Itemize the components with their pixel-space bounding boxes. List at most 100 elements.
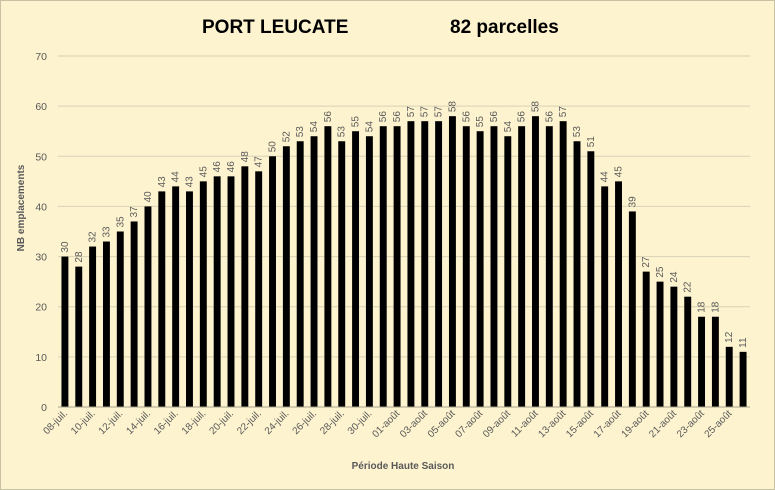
bar bbox=[241, 166, 249, 407]
x-tick-label: 23-août bbox=[675, 408, 707, 440]
bar bbox=[352, 131, 360, 407]
data-label: 22 bbox=[683, 281, 694, 293]
y-tick-label: 60 bbox=[35, 101, 47, 113]
bar bbox=[89, 246, 97, 407]
x-axis-title: Période Haute Saison bbox=[352, 461, 455, 472]
data-label: 12 bbox=[724, 331, 735, 343]
data-label: 58 bbox=[530, 101, 541, 113]
data-label: 11 bbox=[738, 337, 749, 348]
data-label: 27 bbox=[641, 256, 652, 268]
bar bbox=[587, 151, 595, 407]
y-tick-label: 30 bbox=[35, 252, 47, 264]
bar bbox=[324, 126, 332, 407]
data-label: 28 bbox=[74, 251, 85, 263]
data-label: 46 bbox=[212, 161, 223, 173]
x-tick-label: 24-juil. bbox=[263, 408, 292, 437]
bar bbox=[725, 346, 733, 407]
bar bbox=[435, 121, 443, 407]
bar bbox=[158, 191, 166, 407]
y-axis-ticks: 0 10 20 30 40 50 60 70 bbox=[35, 51, 47, 414]
data-label: 24 bbox=[669, 271, 680, 283]
bar bbox=[144, 206, 152, 407]
data-label: 30 bbox=[60, 241, 71, 253]
x-axis-ticks: 08-juil. 10-juil. 12-juil. 14-juil. 16-juil.… bbox=[41, 408, 734, 440]
bar bbox=[642, 271, 650, 407]
bar bbox=[255, 171, 263, 407]
bar bbox=[656, 281, 664, 407]
bar bbox=[739, 351, 747, 407]
bar bbox=[615, 181, 622, 407]
data-label: 33 bbox=[101, 226, 112, 238]
x-tick-label: 07-août bbox=[453, 408, 485, 440]
bar bbox=[462, 126, 470, 407]
bar bbox=[532, 116, 539, 408]
x-tick-label: 26-juil. bbox=[291, 408, 320, 437]
bar bbox=[130, 221, 138, 407]
bar bbox=[227, 176, 235, 407]
bar bbox=[684, 296, 692, 407]
x-tick-label: 03-août bbox=[398, 408, 430, 440]
data-label: 57 bbox=[434, 106, 445, 118]
data-label: 56 bbox=[392, 111, 403, 123]
data-label: 51 bbox=[586, 136, 597, 148]
data-label: 58 bbox=[447, 101, 458, 113]
data-label: 56 bbox=[544, 111, 555, 123]
data-label: 25 bbox=[655, 266, 666, 278]
data-label: 45 bbox=[614, 166, 625, 178]
x-tick-label: 12-juil. bbox=[97, 408, 126, 437]
x-tick-label: 05-août bbox=[426, 408, 458, 440]
data-label: 54 bbox=[309, 121, 320, 133]
bar bbox=[545, 126, 553, 407]
data-label: 46 bbox=[226, 161, 237, 173]
data-label: 48 bbox=[240, 151, 251, 163]
x-tick-label: 28-juil. bbox=[318, 408, 347, 437]
x-tick-label: 15-août bbox=[564, 408, 596, 440]
x-tick-label: 22-juil. bbox=[235, 408, 264, 437]
x-tick-label: 21-août bbox=[647, 408, 679, 440]
bar bbox=[102, 241, 110, 407]
data-label: 53 bbox=[572, 126, 583, 138]
data-label: 44 bbox=[600, 171, 611, 183]
bar bbox=[490, 126, 498, 407]
x-tick-label: 10-juil. bbox=[69, 408, 98, 437]
bar bbox=[282, 146, 290, 407]
data-label: 54 bbox=[364, 121, 375, 133]
data-label: 32 bbox=[88, 231, 99, 243]
data-label: 53 bbox=[337, 126, 348, 138]
bar bbox=[296, 141, 304, 407]
data-label: 57 bbox=[558, 106, 569, 118]
chart-title: PORT LEUCATE bbox=[202, 17, 349, 38]
bar bbox=[213, 176, 221, 407]
data-label: 56 bbox=[378, 111, 389, 123]
bar bbox=[393, 126, 401, 407]
y-tick-label: 10 bbox=[35, 352, 47, 364]
data-label: 35 bbox=[115, 216, 126, 228]
bar bbox=[365, 136, 373, 407]
data-label: 43 bbox=[184, 176, 195, 188]
data-label: 56 bbox=[517, 111, 528, 123]
data-label: 57 bbox=[420, 106, 431, 118]
bar bbox=[698, 316, 706, 407]
data-label: 53 bbox=[295, 126, 306, 138]
bar bbox=[61, 256, 69, 407]
bar bbox=[199, 181, 207, 407]
bar bbox=[379, 126, 387, 407]
data-label: 56 bbox=[461, 111, 472, 123]
data-label: 47 bbox=[254, 156, 265, 168]
x-tick-label: 25-août bbox=[703, 408, 735, 440]
bar bbox=[338, 141, 346, 407]
data-label: 50 bbox=[268, 141, 279, 153]
chart-subtitle: 82 parcelles bbox=[450, 17, 559, 38]
bar bbox=[421, 121, 429, 407]
data-label: 18 bbox=[697, 301, 708, 313]
data-label: 56 bbox=[323, 111, 334, 123]
y-tick-label: 70 bbox=[35, 51, 47, 63]
data-label: 55 bbox=[475, 116, 486, 128]
bar bbox=[269, 156, 276, 407]
bar bbox=[407, 121, 415, 407]
data-label: 18 bbox=[710, 301, 721, 313]
y-tick-label: 20 bbox=[35, 302, 47, 314]
bar bbox=[559, 121, 567, 407]
data-label: 44 bbox=[171, 171, 182, 183]
